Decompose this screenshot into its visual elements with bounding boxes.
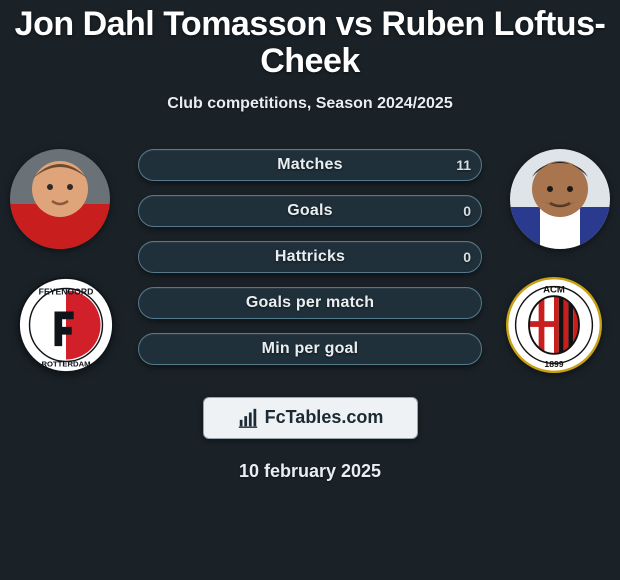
avatar-icon (510, 149, 610, 249)
player-left-avatar (10, 149, 110, 249)
date-text: 10 february 2025 (0, 461, 620, 482)
page-subtitle: Club competitions, Season 2024/2025 (0, 95, 620, 113)
stat-right-value: 0 (463, 196, 471, 226)
stat-label: Min per goal (262, 340, 359, 358)
stat-right-value: 11 (456, 150, 471, 180)
stat-pill: Hattricks 0 (138, 241, 482, 273)
crest-icon: FEYENOORD ROTTERDAM (18, 277, 114, 373)
avatar-icon (10, 149, 110, 249)
stat-label: Hattricks (275, 248, 345, 266)
stat-label: Goals (287, 202, 332, 220)
stat-label: Goals per match (246, 294, 374, 312)
stat-pill: Goals per match (138, 287, 482, 319)
club-left-crest: FEYENOORD ROTTERDAM (18, 277, 114, 373)
stat-pill: Goals 0 (138, 195, 482, 227)
page-title: Jon Dahl Tomasson vs Ruben Loftus-Cheek (0, 6, 620, 81)
stat-pill-list: Matches 11 Goals 0 Hattricks 0 Goals per… (138, 149, 482, 365)
stat-pill: Matches 11 (138, 149, 482, 181)
comparison-card: Jon Dahl Tomasson vs Ruben Loftus-Cheek … (0, 0, 620, 580)
watermark-text: FcTables.com (265, 407, 384, 428)
svg-text:ROTTERDAM: ROTTERDAM (41, 359, 90, 368)
stat-pill: Min per goal (138, 333, 482, 365)
stat-right-value: 0 (463, 242, 471, 272)
bar-chart-icon (237, 407, 259, 429)
club-right-crest: ACM 1899 (506, 277, 602, 373)
player-right-avatar (510, 149, 610, 249)
watermark-badge: FcTables.com (203, 397, 418, 439)
stat-label: Matches (277, 156, 342, 174)
svg-text:FEYENOORD: FEYENOORD (39, 286, 94, 296)
crest-icon: ACM 1899 (506, 277, 602, 373)
comparison-area: FEYENOORD ROTTERDAM ACM 1899 (0, 149, 620, 379)
svg-text:ACM: ACM (543, 284, 565, 295)
svg-text:1899: 1899 (544, 359, 563, 369)
